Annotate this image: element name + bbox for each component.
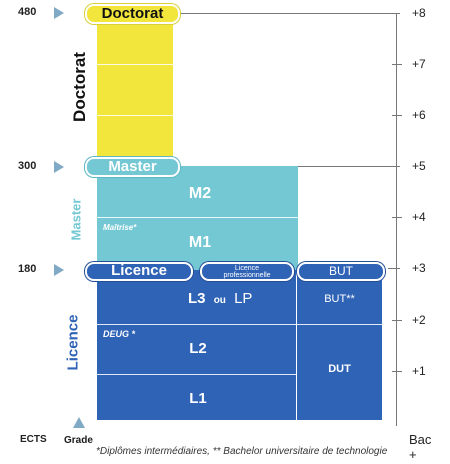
m2-label: M2 <box>188 185 212 202</box>
ects-300: 300 <box>18 160 37 172</box>
master-pill: Master <box>85 157 180 177</box>
m1-label: M1 <box>188 234 212 251</box>
bac-level-7: +7 <box>412 57 426 71</box>
bac-axis-label: Bac + <box>409 432 432 462</box>
bac-tick <box>392 64 402 65</box>
bac-tick <box>392 115 402 116</box>
bac-level-8: +8 <box>412 6 426 20</box>
licence-pro-line2: professionnelle <box>223 272 271 279</box>
l3-label: L3 ou LP <box>188 290 252 307</box>
grid-line-3 <box>388 268 400 269</box>
bac-level-4: +4 <box>412 210 426 224</box>
doctorat-side-label: Doctorat <box>70 52 89 122</box>
footnote: *Diplômes intermédiaires, ** Bachelor un… <box>96 446 388 457</box>
licence-column-right <box>297 270 382 420</box>
divider <box>297 324 382 325</box>
doctorat-pill: Doctorat <box>85 4 180 24</box>
maitrise-label: Maîtrise* <box>103 223 137 232</box>
bac-level-6: +6 <box>412 108 426 122</box>
up-arrow-icon <box>73 417 85 428</box>
bac-level-3: +3 <box>412 261 426 275</box>
licence-pill: Licence <box>85 262 193 281</box>
ects-180: 180 <box>18 263 37 275</box>
bac-axis-line <box>396 14 397 426</box>
grade-label: Grade <box>64 435 93 446</box>
bac-tick <box>392 371 402 372</box>
dut-label: DUT <box>328 363 351 375</box>
ou-text: ou <box>213 295 226 306</box>
doctorat-column <box>97 14 173 166</box>
divider <box>97 115 173 116</box>
licence-side-label: Licence <box>64 314 82 371</box>
bac-tick <box>392 320 402 321</box>
l3-text: L3 <box>188 290 206 307</box>
arrow-300-icon <box>54 161 64 173</box>
but-stars-label: BUT** <box>324 293 355 305</box>
licence-pro-pill: Licence professionnelle <box>200 262 294 281</box>
arrow-480-icon <box>54 7 64 19</box>
but-pill: BUT <box>297 262 385 281</box>
divider <box>97 374 296 375</box>
ects-480: 480 <box>18 6 37 18</box>
l1-label: L1 <box>189 390 207 407</box>
master-side-label: Master <box>68 198 84 241</box>
licence-pro-line1: Licence <box>234 265 260 272</box>
lp-text: LP <box>234 290 253 307</box>
master-column <box>97 166 298 270</box>
licence-column-left <box>97 270 296 420</box>
deug-label: DEUG * <box>103 329 136 339</box>
bac-tick <box>392 217 402 218</box>
grid-line-8 <box>178 13 400 14</box>
ects-axis-label: ECTS <box>20 434 47 445</box>
bac-level-5: +5 <box>412 159 426 173</box>
divider <box>97 217 298 218</box>
bac-level-2: +2 <box>412 313 426 327</box>
arrow-180-icon <box>54 264 64 276</box>
bac-level-1: +1 <box>412 364 426 378</box>
divider <box>97 324 296 325</box>
divider <box>97 64 173 65</box>
l2-label: L2 <box>189 340 207 357</box>
